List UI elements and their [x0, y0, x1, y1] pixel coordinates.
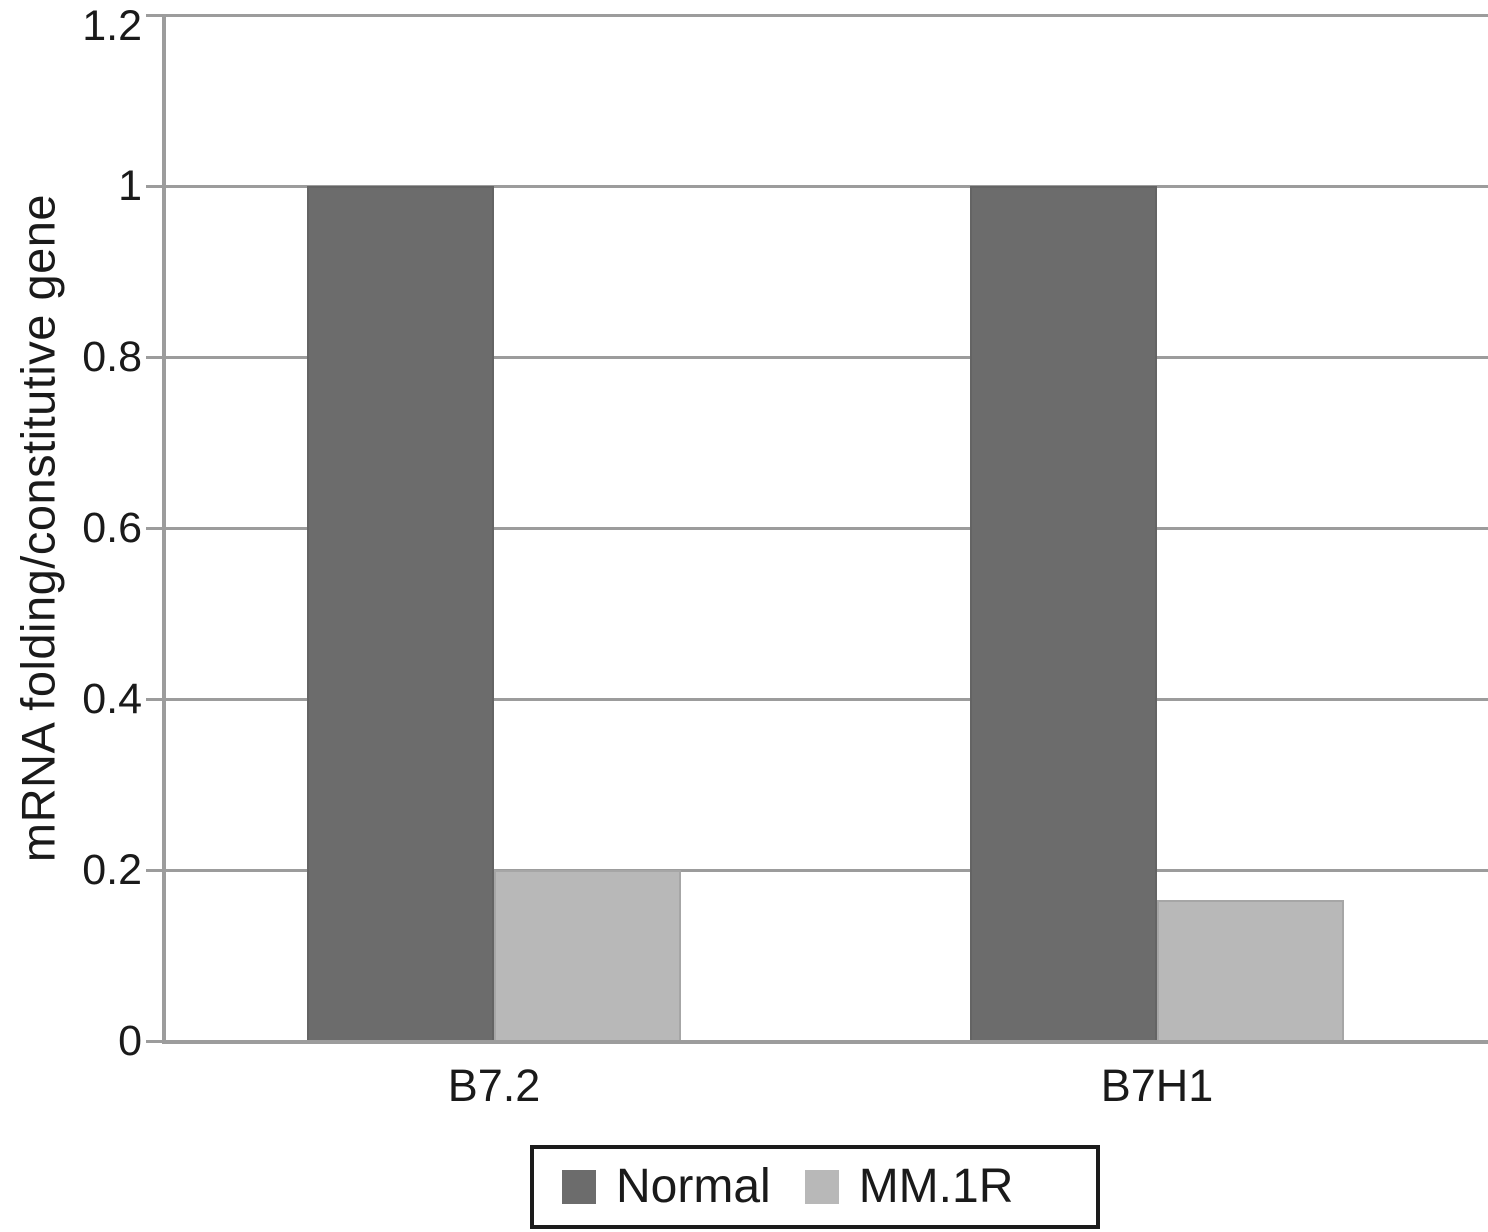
y-tick-label: 0.6 — [82, 504, 142, 552]
y-tick-mark — [146, 1040, 162, 1043]
y-tick-mark — [146, 14, 162, 17]
gridline-y-0.4 — [162, 698, 1488, 701]
y-tick-mark — [146, 356, 162, 359]
y-tick-mark — [146, 869, 162, 872]
x-category-label-B7H1: B7H1 — [1100, 1060, 1214, 1111]
gridline-y-1.2 — [162, 14, 1488, 17]
bar-B7.2-Normal — [307, 186, 494, 1042]
legend-swatch-normal-icon — [562, 1170, 596, 1204]
legend-item-mm1r: MM.1R — [804, 1160, 1014, 1213]
y-tick-label: 0.2 — [82, 846, 142, 894]
x-category-label-B7.2: B7.2 — [447, 1060, 541, 1111]
gridline-y-0.2 — [162, 869, 1488, 872]
gridline-y-0.6 — [162, 527, 1488, 530]
legend-item-normal: Normal — [562, 1163, 771, 1211]
y-tick-label: 0 — [118, 1017, 142, 1065]
legend-label-normal: Normal — [616, 1160, 771, 1213]
gridline-y-0.8 — [162, 356, 1488, 359]
y-tick-mark — [146, 185, 162, 188]
y-tick-label: 1.2 — [82, 2, 142, 50]
legend-swatch-mm1r-icon — [804, 1170, 839, 1204]
y-tick-label: 1 — [118, 162, 142, 210]
gridline-y-1 — [162, 185, 1488, 188]
bar-B7H1-MM.1R — [1157, 900, 1344, 1042]
y-tick-mark — [146, 698, 162, 701]
y-tick-label: 0.4 — [82, 675, 142, 723]
bar-B7.2-MM.1R — [494, 870, 681, 1042]
legend: Normal MM.1R — [530, 1145, 1100, 1229]
gridline-y-0 — [162, 1040, 1488, 1044]
y-axis-line — [162, 14, 166, 1043]
bar-B7H1-Normal — [970, 186, 1157, 1042]
y-tick-mark — [146, 527, 162, 530]
y-tick-label: 0.8 — [82, 333, 142, 381]
legend-label-mm1r: MM.1R — [858, 1160, 1014, 1213]
